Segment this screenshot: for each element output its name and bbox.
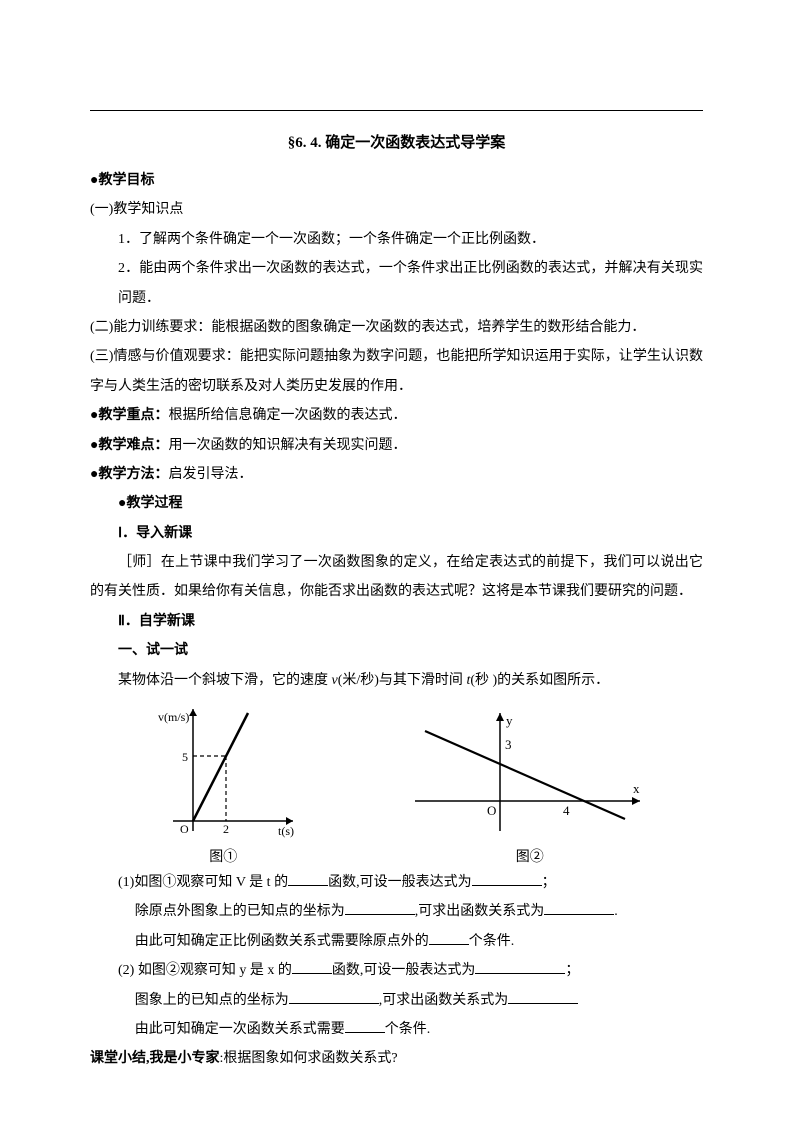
fig1-origin: O: [180, 822, 189, 836]
method-head: ●教学方法：: [90, 467, 168, 482]
top-rule: [90, 110, 703, 111]
process-II-head: Ⅱ．自学新课: [90, 607, 703, 636]
goal-1: (一)教学知识点: [90, 195, 703, 224]
process-II-1-head: 一、试一试: [90, 636, 703, 665]
q1-c: ；: [542, 875, 556, 890]
q1-line3: 由此可知确定正比例函数关系式需要除原点外的 个条件.: [90, 927, 703, 956]
blank: [345, 900, 415, 915]
q2-e: ,可求出函数关系式为: [379, 993, 509, 1008]
figure-1: v(m/s) t(s) O 5 2 图①: [138, 701, 308, 866]
fig1-ylabel: v(m/s): [158, 710, 189, 724]
fig1-x2: 2: [223, 822, 229, 836]
blank: [472, 871, 542, 886]
focus-body: 根据所给信息确定一次函数的表达式．: [168, 408, 406, 423]
figure-2-caption: 图②: [405, 846, 655, 866]
blank: [544, 900, 614, 915]
process-I-head: Ⅰ．导入新课: [90, 519, 703, 548]
fig2-origin: O: [487, 803, 496, 818]
section-process-head: ●教学过程: [90, 489, 703, 518]
summary-body: :根据图象如何求函数关系式?: [220, 1051, 398, 1066]
q1-f: .: [614, 904, 618, 919]
q1-d: 除原点外图象上的已知点的坐标为: [135, 904, 345, 919]
method-body: 启发引导法．: [168, 467, 252, 482]
blank: [292, 959, 332, 974]
goal-1-2-part: 2．能由两个条件求出一次函数的表达式，一个条件求出正比例函数的表达式，并解决有关…: [90, 254, 703, 313]
fig2-x4: 4: [563, 803, 570, 818]
difficulty-head: ●教学难点：: [90, 438, 168, 453]
ii1-a: 某物体沿一个斜坡下滑，它的速度: [118, 673, 332, 688]
section-method: ●教学方法：启发引导法．: [90, 460, 703, 489]
ii1-c: (秒 )的关系如图所示．: [470, 673, 609, 688]
q2-f: 由此可知确定一次函数关系式需要: [135, 1022, 345, 1037]
q2-g: 个条件.: [385, 1022, 431, 1037]
blank: [429, 930, 469, 945]
q2-b: 函数,可设一般表达式为: [332, 963, 476, 978]
q1-g: 由此可知确定正比例函数关系式需要除原点外的: [135, 934, 429, 949]
q2-c: ；: [565, 963, 579, 978]
q1-line2: 除原点外图象上的已知点的坐标为 ,可求出函数关系式为.: [90, 897, 703, 926]
process-I-body: ［师］在上节课中我们学习了一次函数图象的定义，在给定表达式的前提下，我们可以说出…: [90, 548, 703, 607]
q1-e: ,可求出函数关系式为: [415, 904, 545, 919]
q2-d: 图象上的已知点的坐标为: [135, 993, 289, 1008]
fig1-xlabel: t(s): [278, 824, 294, 838]
figure-2-svg: y x O 3 4: [405, 701, 655, 841]
difficulty-body: 用一次函数的知识解决有关现实问题．: [168, 438, 406, 453]
fig2-ylabel: y: [506, 713, 513, 728]
page-title: §6. 4. 确定一次函数表达式导学案: [90, 131, 703, 152]
blank: [345, 1018, 385, 1033]
q1-a: (1)如图①观察可知 V 是 t 的: [118, 875, 288, 890]
goal-1-1: 1．了解两个条件确定一个一次函数；一个条件确定一个正比例函数．: [90, 225, 703, 254]
blank: [289, 989, 379, 1004]
fig2-y3: 3: [505, 737, 512, 752]
q1-line1: (1)如图①观察可知 V 是 t 的 函数,可设一般表达式为 ；: [90, 868, 703, 897]
goal-3: (三)情感与价值观要求：能把实际问题抽象为数字问题，也能把所学知识运用于实际，让…: [90, 342, 703, 401]
fig2-xlabel: x: [633, 781, 640, 796]
figure-2: y x O 3 4 图②: [405, 701, 655, 866]
q1-b: 函数,可设一般表达式为: [328, 875, 472, 890]
summary-head: 课堂小结,我是小专家: [90, 1051, 220, 1066]
summary: 课堂小结,我是小专家:根据图象如何求函数关系式?: [90, 1044, 703, 1073]
goal-2: (二)能力训练要求：能根据函数的图象确定一次函数的表达式，培养学生的数形结合能力…: [90, 313, 703, 342]
section-difficulty: ●教学难点：用一次函数的知识解决有关现实问题．: [90, 431, 703, 460]
section-focus: ●教学重点：根据所给信息确定一次函数的表达式．: [90, 401, 703, 430]
goal-1-2-text: 2．能由两个条件求出一次函数的表达式，一个条件求出正比例函数的表达式，并解决有关…: [118, 261, 703, 305]
q1-h: 个条件.: [469, 934, 515, 949]
q2-line1: (2) 如图②观察可知 y 是 x 的 函数,可设一般表达式为 ；: [90, 956, 703, 985]
process-II-1-body: 某物体沿一个斜坡下滑，它的速度 v(米/秒)与其下滑时间 t(秒 )的关系如图所…: [90, 666, 703, 695]
q2-line2: 图象上的已知点的坐标为 ,可求出函数关系式为: [90, 986, 703, 1015]
figures-row: v(m/s) t(s) O 5 2 图① y x O 3: [90, 701, 703, 866]
q2-a: (2) 如图②观察可知 y 是 x 的: [118, 963, 292, 978]
fig1-y5: 5: [182, 750, 188, 764]
figure-1-caption: 图①: [138, 846, 308, 866]
page: §6. 4. 确定一次函数表达式导学案 ●教学目标 (一)教学知识点 1．了解两…: [0, 0, 793, 1122]
ii1-b: (米/秒)与其下滑时间: [338, 673, 467, 688]
blank: [475, 959, 565, 974]
section-goal-head: ●教学目标: [90, 166, 703, 195]
blank: [508, 989, 578, 1004]
figure-1-svg: v(m/s) t(s) O 5 2: [138, 701, 308, 841]
focus-head: ●教学重点：: [90, 408, 168, 423]
q2-line3: 由此可知确定一次函数关系式需要 个条件.: [90, 1015, 703, 1044]
blank: [288, 871, 328, 886]
